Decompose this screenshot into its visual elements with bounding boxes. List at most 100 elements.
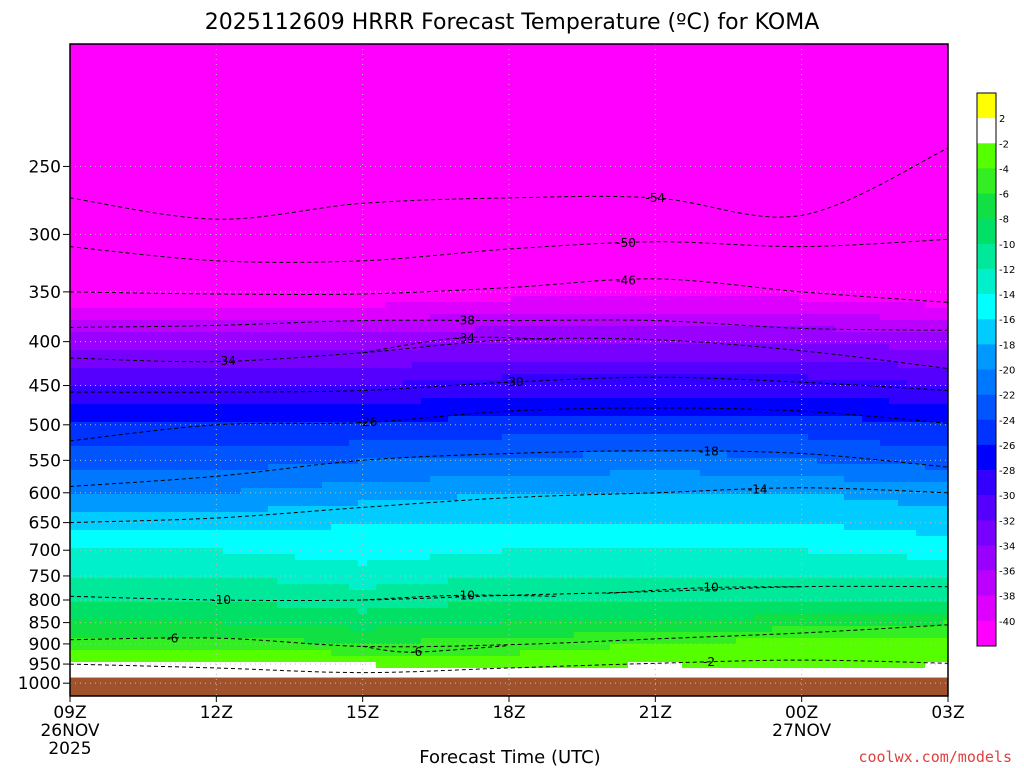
temperature-cell (115, 170, 125, 177)
temperature-cell (340, 500, 350, 507)
temperature-cell (79, 320, 89, 327)
temperature-cell (295, 524, 305, 531)
temperature-cell (205, 266, 215, 273)
temperature-cell (232, 512, 242, 519)
temperature-cell (466, 134, 476, 141)
temperature-cell (160, 122, 170, 129)
temperature-cell (466, 476, 476, 483)
temperature-cell (169, 626, 179, 633)
temperature-cell (394, 302, 404, 309)
temperature-cell (97, 644, 107, 651)
temperature-cell (151, 302, 161, 309)
temperature-cell (241, 140, 251, 147)
temperature-cell (178, 500, 188, 507)
temperature-cell (259, 206, 269, 213)
temperature-cell (448, 602, 458, 609)
temperature-cell (70, 476, 80, 483)
temperature-cell (475, 350, 485, 357)
temperature-cell (187, 296, 197, 303)
temperature-cell (286, 56, 296, 63)
temperature-cell (367, 560, 377, 567)
temperature-cell (259, 572, 269, 579)
temperature-cell (70, 116, 80, 123)
temperature-cell (169, 338, 179, 345)
temperature-cell (241, 212, 251, 219)
temperature-cell (394, 62, 404, 69)
temperature-cell (106, 596, 116, 603)
temperature-cell (313, 392, 323, 399)
temperature-cell (151, 572, 161, 579)
temperature-cell (421, 344, 431, 351)
temperature-cell (151, 470, 161, 477)
temperature-cell (286, 218, 296, 225)
temperature-cell (439, 320, 449, 327)
temperature-cell (115, 110, 125, 117)
temperature-cell (448, 290, 458, 297)
temperature-cell (403, 200, 413, 207)
temperature-cell (70, 392, 80, 399)
temperature-cell (97, 500, 107, 507)
temperature-cell (250, 110, 260, 117)
temperature-cell (250, 362, 260, 369)
temperature-cell (430, 644, 440, 651)
temperature-cell (412, 560, 422, 567)
temperature-cell (214, 152, 224, 159)
temperature-cell (295, 110, 305, 117)
temperature-cell (124, 440, 134, 447)
temperature-cell (439, 242, 449, 249)
temperature-cell (286, 134, 296, 141)
temperature-cell (124, 206, 134, 213)
temperature-cell (367, 194, 377, 201)
temperature-cell (115, 590, 125, 597)
temperature-cell (331, 518, 341, 525)
temperature-cell (421, 146, 431, 153)
temperature-cell (403, 578, 413, 585)
temperature-cell (421, 650, 431, 657)
temperature-cell (250, 416, 260, 423)
temperature-cell (457, 626, 467, 633)
temperature-cell (466, 500, 476, 507)
temperature-cell (322, 158, 332, 165)
temperature-cell (286, 62, 296, 69)
temperature-cell (286, 464, 296, 471)
temperature-cell (97, 242, 107, 249)
temperature-cell (97, 398, 107, 405)
temperature-cell (349, 530, 359, 537)
temperature-cell (448, 662, 458, 669)
temperature-cell (79, 116, 89, 123)
temperature-cell (322, 554, 332, 561)
temperature-cell (313, 572, 323, 579)
temperature-cell (394, 122, 404, 129)
temperature-cell (394, 314, 404, 321)
temperature-cell (88, 44, 98, 51)
temperature-cell (88, 398, 98, 405)
temperature-cell (358, 224, 368, 231)
temperature-cell (259, 488, 269, 495)
temperature-cell (412, 554, 422, 561)
temperature-cell (349, 242, 359, 249)
temperature-cell (160, 110, 170, 117)
temperature-cell (295, 152, 305, 159)
temperature-cell (358, 392, 368, 399)
temperature-cell (223, 608, 233, 615)
temperature-cell (322, 512, 332, 519)
temperature-cell (241, 116, 251, 123)
temperature-cell (115, 50, 125, 57)
temperature-cell (133, 182, 143, 189)
temperature-cell (439, 476, 449, 483)
temperature-cell (169, 68, 179, 75)
temperature-cell (367, 542, 377, 549)
temperature-cell (223, 302, 233, 309)
temperature-cell (385, 614, 395, 621)
temperature-cell (124, 464, 134, 471)
temperature-cell (331, 524, 341, 531)
temperature-cell (322, 56, 332, 63)
temperature-cell (349, 122, 359, 129)
temperature-cell (232, 152, 242, 159)
temperature-cell (223, 566, 233, 573)
temperature-cell (421, 494, 431, 501)
temperature-cell (169, 440, 179, 447)
temperature-cell (403, 434, 413, 441)
temperature-cell (133, 380, 143, 387)
temperature-cell (205, 260, 215, 267)
